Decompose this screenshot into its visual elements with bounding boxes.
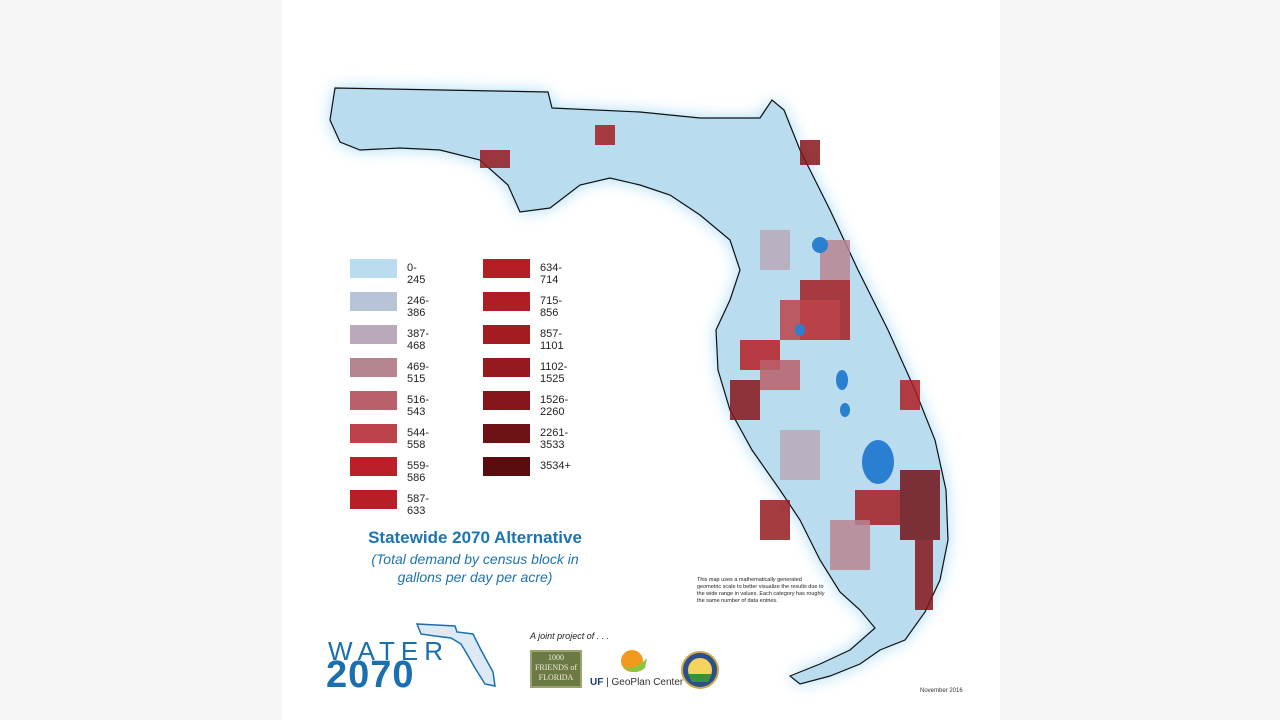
legend-swatch: [483, 292, 530, 311]
legend-label: 587-633: [407, 493, 430, 517]
legend-label: 2261-3533: [540, 427, 569, 451]
logo-water-text: WATER: [328, 636, 449, 666]
legend-swatch: [350, 490, 397, 509]
lake: [862, 440, 894, 484]
legend-label: 0-245: [407, 262, 426, 286]
legend-label: 715-856: [540, 295, 563, 319]
map-date: November 2016: [920, 688, 963, 694]
map-subtitle: (Total demand by census block in gallons…: [340, 550, 610, 586]
water-bodies: [795, 237, 894, 484]
legend-swatch: [483, 259, 530, 278]
scale-note: This map uses a mathematically generated…: [697, 577, 825, 604]
legend-label: 857-1101: [540, 328, 564, 352]
demand-patch: [760, 230, 790, 270]
legend-label: 3534+: [540, 460, 571, 472]
logo-year-text: 2070: [326, 654, 415, 696]
legend-swatch: [350, 259, 397, 278]
map-title: Statewide 2070 Alternative: [368, 528, 582, 547]
agriculture-seal-icon: [681, 651, 719, 689]
legend-label: 559-586: [407, 460, 430, 484]
demand-patch: [760, 360, 800, 390]
demand-patch: [900, 380, 920, 410]
lake: [812, 237, 828, 253]
legend-label: 544-558: [407, 427, 430, 451]
demand-patch: [780, 430, 820, 480]
legend-label: 516-543: [407, 394, 430, 418]
lake: [795, 324, 805, 336]
demand-patch: [760, 500, 790, 540]
demand-patch: [480, 150, 510, 168]
legend-swatch: [350, 292, 397, 311]
demand-patches: [480, 125, 940, 610]
legend-swatch: [350, 358, 397, 377]
joint-project-label: A joint project of . . .: [530, 631, 610, 641]
legend-swatch: [483, 424, 530, 443]
legend-label: 387-468: [407, 328, 430, 352]
demand-patch: [780, 300, 840, 340]
lake: [836, 370, 848, 390]
legend-swatch: [483, 457, 530, 476]
uf-geoplan-logo: UF | GeoPlan Center: [590, 677, 684, 688]
uf-mark: UF: [590, 677, 604, 688]
legend-label: 634-714: [540, 262, 563, 286]
geoplan-text: GeoPlan Center: [611, 677, 684, 688]
legend-swatch: [350, 391, 397, 410]
legend-label: 469-515: [407, 361, 430, 385]
lake: [840, 403, 850, 417]
subtitle-line-2: gallons per day per acre): [397, 569, 553, 585]
legend-label: 246-386: [407, 295, 430, 319]
demand-patch: [855, 490, 900, 525]
legend-swatch: [483, 358, 530, 377]
demand-patch: [900, 470, 940, 540]
friends-of-florida-logo: 1000 FRIENDS of FLORIDA: [530, 650, 582, 688]
legend-swatch: [483, 391, 530, 410]
demand-patch: [730, 380, 760, 420]
legend-swatch: [350, 325, 397, 344]
demand-patch: [830, 520, 870, 570]
demand-patch: [915, 540, 933, 610]
demand-patch: [595, 125, 615, 145]
legend-label: 1526-2260: [540, 394, 569, 418]
legend-swatch: [483, 325, 530, 344]
legend-label: 1102-1525: [540, 361, 568, 385]
legend-swatch: [350, 424, 397, 443]
florida-logo-icon: [415, 623, 496, 687]
demand-patch: [800, 140, 820, 165]
legend-swatch: [350, 457, 397, 476]
geoplan-globe-icon: [621, 650, 647, 673]
florida-outline: [329, 87, 949, 685]
subtitle-line-1: (Total demand by census block in: [371, 551, 579, 567]
